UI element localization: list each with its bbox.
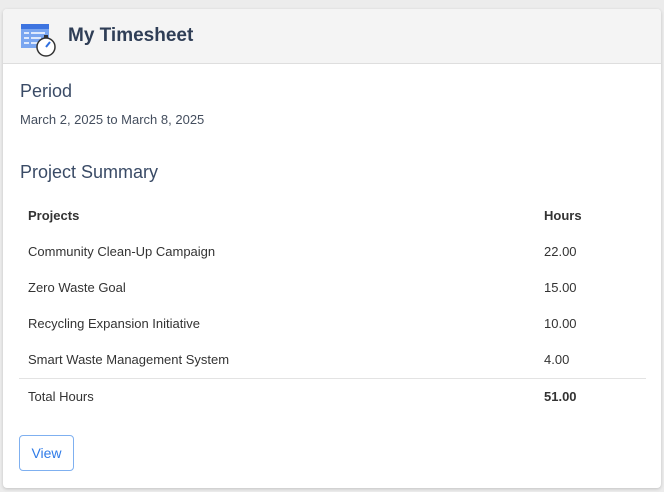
view-button[interactable]: View (19, 435, 74, 471)
project-hours: 15.00 (544, 280, 577, 295)
period-range: March 2, 2025 to March 8, 2025 (20, 112, 205, 127)
project-name: Community Clean-Up Campaign (28, 244, 216, 259)
project-hours: 10.00 (544, 316, 577, 331)
project-summary-heading: Project Summary (20, 162, 159, 182)
project-name: Recycling Expansion Initiative (28, 316, 200, 331)
project-name: Zero Waste Goal (28, 280, 126, 295)
total-value: 51.00 (544, 389, 577, 404)
column-header-projects: Projects (28, 208, 80, 223)
timesheet-card: My Timesheet Period March 2, 2025 to Mar… (3, 9, 661, 488)
total-label: Total Hours (28, 389, 94, 404)
table-row: Smart Waste Management System 4.00 (28, 352, 628, 367)
column-header-hours: Hours (544, 208, 582, 223)
table-row: Recycling Expansion Initiative 10.00 (28, 316, 628, 331)
period-heading: Period (20, 81, 73, 101)
card-title: My Timesheet (68, 25, 194, 46)
table-row: Community Clean-Up Campaign 22.00 (28, 244, 628, 259)
table-header: Projects Hours (28, 208, 628, 223)
table-row: Zero Waste Goal 15.00 (28, 280, 628, 295)
total-divider (19, 378, 646, 379)
timesheet-stopwatch-icon (19, 22, 59, 58)
project-name: Smart Waste Management System (28, 352, 230, 367)
card-header: My Timesheet (3, 9, 661, 64)
total-row: Total Hours 51.00 (28, 389, 628, 404)
project-hours: 22.00 (544, 244, 577, 259)
project-hours: 4.00 (544, 352, 570, 367)
